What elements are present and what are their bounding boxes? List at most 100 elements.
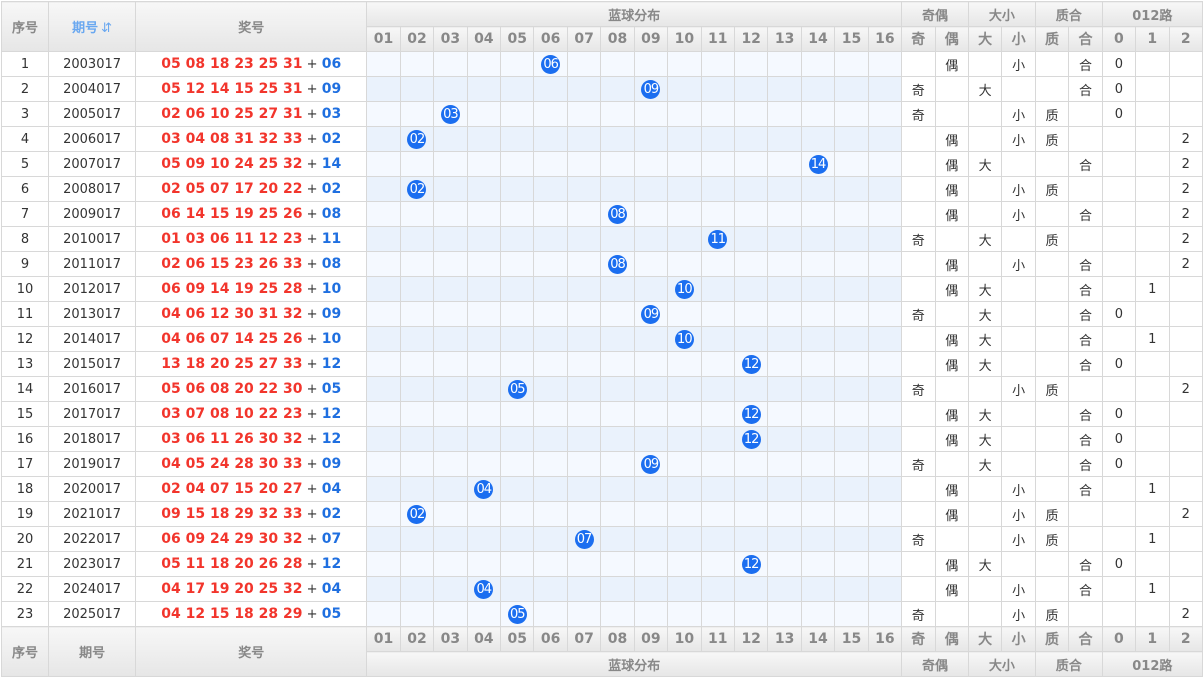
blue-dist-cell: [399, 51, 435, 77]
blue-dist-cell: [366, 276, 401, 302]
blue-dist-header: 蓝球分布: [366, 1, 903, 27]
blue-dist-cell: [600, 376, 635, 402]
stat-cell: [1135, 176, 1170, 202]
stat-cell: 2: [1168, 176, 1204, 202]
blue-dist-cell: [733, 376, 769, 402]
issue-cell: 2019017: [48, 451, 137, 477]
blue-dist-cell: [566, 576, 602, 602]
stat-cell: [1001, 301, 1036, 327]
blue-dist-cell: 10: [667, 326, 702, 352]
blue-dist-cell: [600, 426, 635, 452]
blue-dist-cell: [399, 476, 435, 502]
blue-dist-cell: [466, 526, 502, 552]
stat-cell: [1068, 176, 1103, 202]
stat-cell: [1034, 151, 1070, 177]
stat-cell: [934, 76, 969, 102]
blue-dist-cell: [767, 301, 802, 327]
blue-dist-cell: [600, 176, 635, 202]
stat-cell: 小: [1001, 251, 1036, 277]
stat-cell: [1135, 551, 1170, 577]
blue-dist-cell: [366, 76, 401, 102]
blue-dist-cell: [466, 201, 502, 227]
blue-dist-cell: [566, 351, 602, 377]
stat-cell: [901, 576, 936, 602]
issue-header[interactable]: 期号 ⇵: [48, 1, 137, 52]
prize-cell: 06 09 24 29 30 32 + 07: [135, 526, 368, 552]
stat-cell: [901, 51, 936, 77]
blue-dist-cell: [399, 451, 435, 477]
blue-dist-cell: [867, 151, 903, 177]
stat-cell: 质: [1034, 601, 1070, 627]
blue-dist-cell: [600, 326, 635, 352]
blue-dist-cell: [433, 576, 468, 602]
blue-dist-header: 蓝球分布: [366, 651, 903, 677]
blue-dist-cell: [399, 351, 435, 377]
stat-cell: 大: [967, 351, 1003, 377]
blue-dist-cell: [533, 126, 568, 152]
table-row: 23 2025017 04 12 15 18 28 29 + 05 05 奇小质 2: [0, 601, 1204, 627]
red-numbers: 06 14 15 19 25 26: [161, 206, 303, 222]
blue-number: 08: [321, 206, 342, 222]
blue-ball: 09: [641, 79, 661, 99]
stat-cell: 0: [1101, 451, 1137, 477]
blue-dist-cell: [566, 176, 602, 202]
stat-cell: 大: [967, 276, 1003, 302]
issue-header-label: 期号: [79, 646, 106, 661]
plus-sign: +: [306, 532, 318, 547]
stat-cell: [1168, 551, 1204, 577]
stat-cell: [1001, 401, 1036, 427]
table-row: 16 2018017 03 06 11 26 30 32 + 12 12 偶大合 0: [0, 426, 1204, 452]
blue-dist-cell: [466, 426, 502, 452]
blue-dist-cell: [667, 476, 702, 502]
stat-cell: [967, 101, 1003, 127]
prize-cell: 05 12 14 15 25 31 + 09: [135, 76, 368, 102]
blue-dist-cell: [800, 226, 836, 252]
stat-cell: [934, 451, 969, 477]
table-row: 4 2006017 03 04 08 31 32 33 + 02 02 偶小质 2: [0, 126, 1204, 152]
table-row: 15 2017017 03 07 08 10 22 23 + 12 12 偶大合 0: [0, 401, 1204, 427]
blue-dist-cell: [700, 426, 735, 452]
stat-cell: [1068, 376, 1103, 402]
prize-header: 奖号: [135, 1, 368, 52]
seq-cell: 4: [0, 126, 50, 152]
blue-dist-cell: [633, 501, 669, 527]
blue-dist-cell: [600, 51, 635, 77]
plus-sign: +: [306, 382, 318, 397]
stat-cell: [1034, 51, 1070, 77]
blue-col-05: 05: [500, 626, 535, 652]
sort-icon[interactable]: ⇵: [101, 21, 113, 36]
group-header-row: 蓝球分布 奇偶 大小 质合 012路: [2, 651, 1204, 677]
blue-dist-cell: [533, 276, 568, 302]
stat-cell: [1001, 326, 1036, 352]
plus-sign: +: [306, 57, 318, 72]
blue-ball: 02: [407, 179, 427, 199]
blue-dist-cell: [767, 501, 802, 527]
stat-cell: 1: [1135, 276, 1170, 302]
stat-cell: 偶: [934, 426, 969, 452]
blue-dist-cell: 10: [667, 276, 702, 302]
blue-dist-cell: [533, 601, 568, 627]
red-numbers: 04 06 07 14 25 26: [161, 331, 303, 347]
stat-cell: [1168, 51, 1204, 77]
blue-dist-cell: [800, 301, 836, 327]
blue-dist-cell: [834, 301, 869, 327]
plus-sign: +: [306, 457, 318, 472]
blue-dist-cell: [767, 76, 802, 102]
blue-dist-cell: [566, 226, 602, 252]
blue-dist-cell: [600, 126, 635, 152]
stat-cell: 2: [1168, 226, 1204, 252]
blue-dist-cell: [633, 401, 669, 427]
blue-dist-cell: [834, 201, 869, 227]
blue-ball: 12: [741, 429, 761, 449]
prize-cell: 13 18 20 25 27 33 + 12: [135, 351, 368, 377]
stat-cell: [1034, 351, 1070, 377]
blue-dist-cell: [667, 176, 702, 202]
stat-cell: 小: [1001, 601, 1036, 627]
issue-header-label: 期号: [72, 21, 99, 36]
blue-col-13: 13: [767, 626, 802, 652]
stat-cell: [1168, 76, 1204, 102]
stat-cell: 大: [967, 401, 1003, 427]
stat-cell: [1068, 226, 1103, 252]
blue-dist-cell: [800, 576, 836, 602]
stat-cell: 合: [1068, 551, 1103, 577]
